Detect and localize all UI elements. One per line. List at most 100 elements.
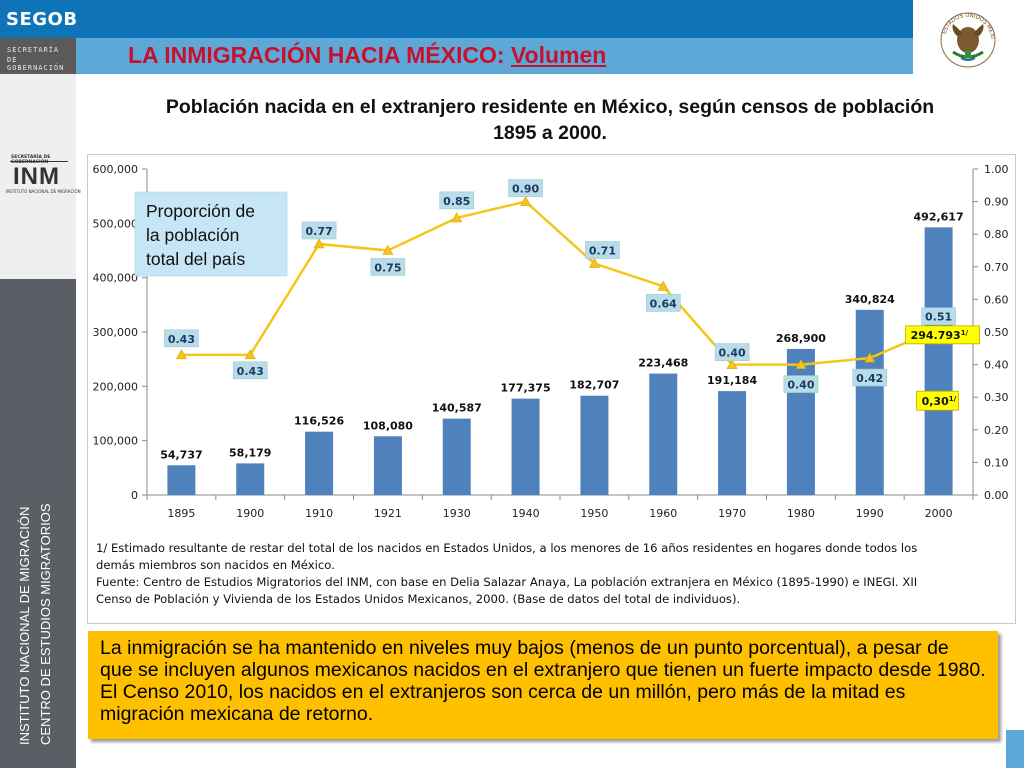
slide-title-underlined: Volumen: [510, 42, 607, 68]
bar-value-label: 492,617: [914, 210, 964, 223]
proportion-marker-1930: [451, 212, 463, 223]
left-tick-label: 200,000: [93, 380, 139, 393]
proportion-label-box: [783, 375, 819, 393]
x-tick-label: 1950: [580, 507, 608, 520]
proportion-label-box: [439, 191, 475, 210]
estimate-bar-label: 294.7931/: [911, 329, 969, 342]
estimate-bar-label-box: [905, 325, 980, 345]
proportion-label-box: [301, 221, 337, 240]
proportion-annotation-line: Proporción de: [146, 201, 255, 221]
bar-2000: [924, 227, 953, 495]
proportion-label: 0.40: [719, 347, 746, 360]
x-tick-label: 1970: [718, 507, 746, 520]
proportion-label-box: [508, 179, 543, 197]
secretaria-line-2: DE GOBERNACIÓN: [7, 56, 65, 72]
x-tick-label: 1900: [236, 507, 264, 520]
proportion-marker-1990: [864, 352, 876, 363]
national-seal: ESTADOS UNIDOS MEXICANOS: [911, 0, 1024, 74]
bar-value-label: 140,587: [432, 402, 482, 415]
proportion-annotation-line: la población: [146, 225, 239, 245]
proportion-marker-1940: [520, 195, 532, 206]
proportion-label-box: [645, 294, 681, 312]
proportion-label-box: [852, 368, 888, 387]
note-line-4: Censo de Población y Vivienda de los Est…: [96, 592, 741, 606]
estimate-proportion-label: 0,301/: [922, 395, 957, 408]
bottom-corner-accent: [1006, 730, 1024, 768]
proportion-marker-1960: [657, 280, 669, 291]
left-tick-label: 300,000: [93, 326, 139, 339]
proportion-label-box: [714, 343, 750, 361]
proportion-label-box: [370, 258, 406, 276]
bar-value-label: 116,526: [294, 415, 344, 428]
x-tick-label: 1921: [374, 507, 402, 520]
proportion-label: 0.43: [237, 365, 264, 378]
x-tick-label: 2000: [925, 507, 953, 520]
x-tick-label: 1895: [167, 507, 195, 520]
proportion-label: 0.40: [787, 379, 814, 392]
summary-text: La inmigración se ha mantenido en nivele…: [100, 637, 986, 725]
right-tick-label: 1.00: [984, 163, 1009, 176]
eagle-seal-icon: ESTADOS UNIDOS MEXICANOS: [911, 0, 996, 68]
brand-box: SEGOB: [0, 0, 78, 38]
bar-value-label: 223,468: [638, 357, 688, 370]
chart-notes: 1/ Estimado resultante de restar del tot…: [96, 540, 1001, 608]
right-tick-label: 0.60: [984, 293, 1009, 306]
bar-1921: [373, 436, 402, 495]
proportion-marker-1970: [726, 358, 738, 369]
proportion-marker-1910: [313, 238, 325, 249]
bar-value-label: 177,375: [501, 382, 551, 395]
right-tick-label: 0.90: [984, 196, 1009, 209]
bar-value-label: 191,184: [707, 374, 757, 387]
note-line-1: 1/ Estimado resultante de restar del tot…: [96, 541, 918, 555]
bar-1930: [442, 418, 471, 495]
proportion-annotation-line: total del país: [146, 249, 245, 269]
secretaria-line-1: SECRETARÍA: [7, 46, 60, 54]
chart-title: Población nacida en el extranjero reside…: [86, 94, 1014, 146]
left-tick-label: 600,000: [93, 163, 139, 176]
proportion-label-box: [232, 361, 268, 380]
note-line-2: demás miembros son nacidos en México.: [96, 558, 335, 572]
sidebar-dark-panel: INSTITUTO NACIONAL DE MIGRACIÓN CENTRO D…: [0, 279, 76, 768]
right-tick-label: 0.30: [984, 391, 1009, 404]
proportion-marker-1950: [588, 257, 600, 268]
right-tick-label: 0.70: [984, 261, 1009, 274]
bar-1950: [580, 395, 609, 495]
right-tick-label: 0.00: [984, 489, 1009, 502]
proportion-annotation-box: [134, 191, 288, 277]
proportion-label: 0.64: [650, 297, 677, 310]
x-tick-label: 1910: [305, 507, 333, 520]
proportion-line: [181, 200, 940, 366]
bar-value-label: 108,080: [363, 419, 413, 432]
proportion-label: 0.77: [306, 225, 333, 238]
left-tick-label: 100,000: [93, 435, 139, 448]
chart-title-line-1: Población nacida en el extranjero reside…: [165, 96, 935, 118]
bar-value-label: 54,737: [160, 448, 202, 461]
x-tick-label: 1940: [512, 507, 540, 520]
estimate-proportion-label-box: [916, 390, 959, 411]
proportion-label-box: [585, 241, 620, 259]
segob-logo: SEGOB: [6, 9, 78, 30]
proportion-label: 0.42: [856, 372, 883, 385]
proportion-label-box: [921, 307, 956, 326]
proportion-label: 0.90: [512, 183, 539, 196]
inm-logo: INM: [13, 163, 60, 190]
right-tick-label: 0.50: [984, 326, 1009, 339]
proportion-marker-1895: [175, 349, 187, 360]
x-tick-label: 1930: [443, 507, 471, 520]
proportion-label: 0.75: [374, 262, 401, 275]
proportion-marker-1900: [244, 349, 256, 360]
x-tick-label: 1990: [856, 507, 884, 520]
proportion-label: 0.85: [443, 195, 470, 208]
header-top-bar: [0, 0, 1024, 38]
secretaria-box: SECRETARÍA DE GOBERNACIÓN: [0, 38, 76, 74]
inm-logo-box: SECRETARÍA DE GOBERNACIÓN INM INSTITUTO …: [0, 74, 81, 279]
bar-1940: [511, 398, 540, 495]
right-tick-label: 0.20: [984, 424, 1009, 437]
estimate-bar-footnote: 1/: [961, 329, 969, 337]
proportion-label: 0.43: [168, 333, 195, 346]
bar-value-label: 340,824: [845, 293, 895, 306]
inm-logo-caption: INSTITUTO NACIONAL DE MIGRACIÓN: [6, 189, 81, 194]
bar-value-label: 182,707: [569, 379, 619, 392]
right-tick-label: 0.10: [984, 456, 1009, 469]
